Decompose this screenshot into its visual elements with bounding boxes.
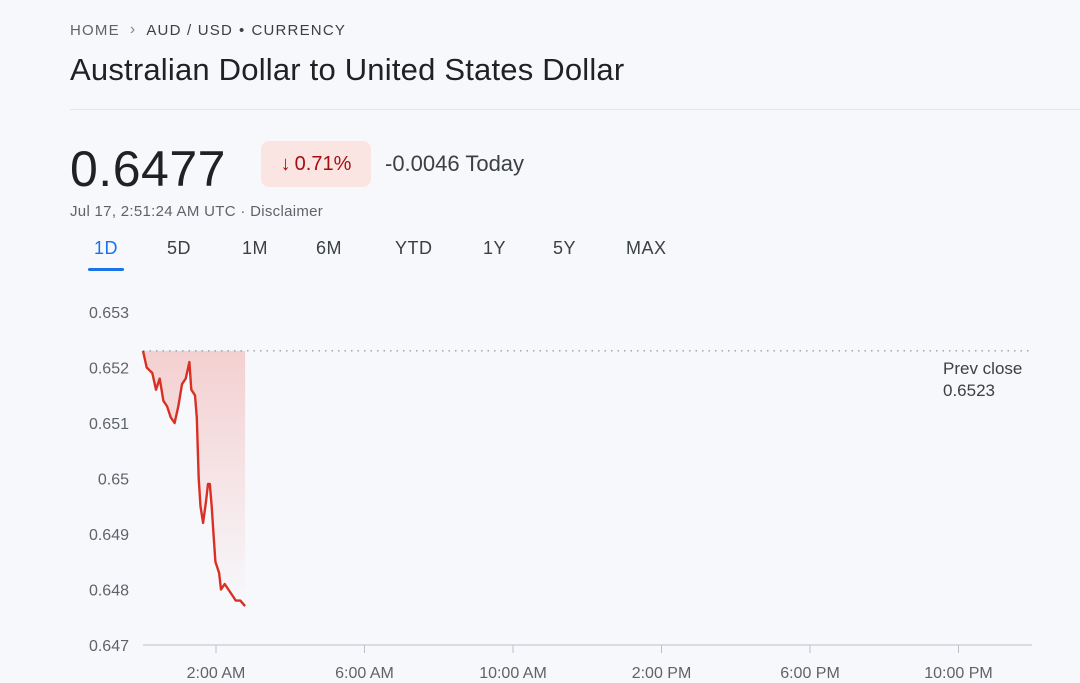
x-tick-label: 6:00 AM [335, 665, 394, 682]
breadcrumb-pair: AUD / USD [146, 21, 233, 39]
breadcrumb-dot: • [239, 21, 246, 39]
x-tick-label: 10:00 PM [924, 665, 992, 682]
disclaimer-link[interactable]: Disclaimer [250, 203, 324, 220]
y-tick-label: 0.648 [89, 583, 129, 600]
tab-1y[interactable]: 1Y [483, 238, 507, 258]
x-axis: 2:00 AM 6:00 AM 10:00 AM 2:00 PM 6:00 PM 10:0… [143, 644, 1032, 682]
y-tick-label: 0.649 [89, 527, 129, 544]
breadcrumb-category: CURRENCY [251, 21, 347, 39]
header-divider [70, 109, 1080, 110]
active-tab-indicator [88, 268, 124, 271]
tab-5d[interactable]: 5D [167, 238, 192, 258]
breadcrumb-home-link[interactable]: HOME [70, 21, 120, 39]
x-tick-label: 2:00 AM [187, 665, 246, 682]
arrow-down-icon: ↓ [280, 152, 291, 175]
price-line [141, 350, 247, 607]
x-tick-label: 6:00 PM [780, 665, 840, 682]
change-absolute: -0.0046 Today [385, 151, 525, 176]
y-tick-label: 0.653 [89, 305, 129, 322]
price-area [143, 350, 246, 607]
y-tick-label: 0.652 [89, 361, 129, 378]
quote-timestamp-row: Jul 17, 2:51:24 AM UTC · Disclaimer [70, 203, 323, 220]
quote-timestamp: Jul 17, 2:51:24 AM UTC [70, 203, 236, 220]
tab-1m[interactable]: 1M [242, 238, 269, 258]
change-percent-value: 0.71% [294, 152, 352, 175]
y-axis: 0.653 0.652 0.651 0.65 0.649 0.648 0.647 [89, 305, 129, 655]
y-tick-label: 0.65 [98, 472, 129, 489]
prev-close-annotation: Prev close 0.6523 [943, 358, 1022, 402]
prev-close-label: Prev close [943, 359, 1023, 378]
tab-ytd[interactable]: YTD [395, 238, 433, 258]
x-tick-label: 2:00 PM [632, 665, 692, 682]
current-price: 0.6477 [70, 141, 226, 197]
y-tick-label: 0.647 [89, 638, 129, 655]
tab-1d[interactable]: 1D [94, 238, 119, 258]
change-percent-badge: ↓ 0.71% [261, 141, 371, 187]
x-tick-label: 10:00 AM [479, 665, 547, 682]
tab-6m[interactable]: 6M [316, 238, 343, 258]
page-title: Australian Dollar to United States Dolla… [70, 52, 625, 87]
prev-close-value: 0.6523 [943, 381, 995, 400]
chevron-right-icon: › [129, 21, 137, 38]
tab-max[interactable]: MAX [626, 238, 667, 258]
tab-5y[interactable]: 5Y [553, 238, 577, 258]
timestamp-separator: · [240, 203, 246, 220]
breadcrumb: HOME › AUD / USD • CURRENCY [70, 21, 346, 39]
y-tick-label: 0.651 [89, 416, 129, 433]
